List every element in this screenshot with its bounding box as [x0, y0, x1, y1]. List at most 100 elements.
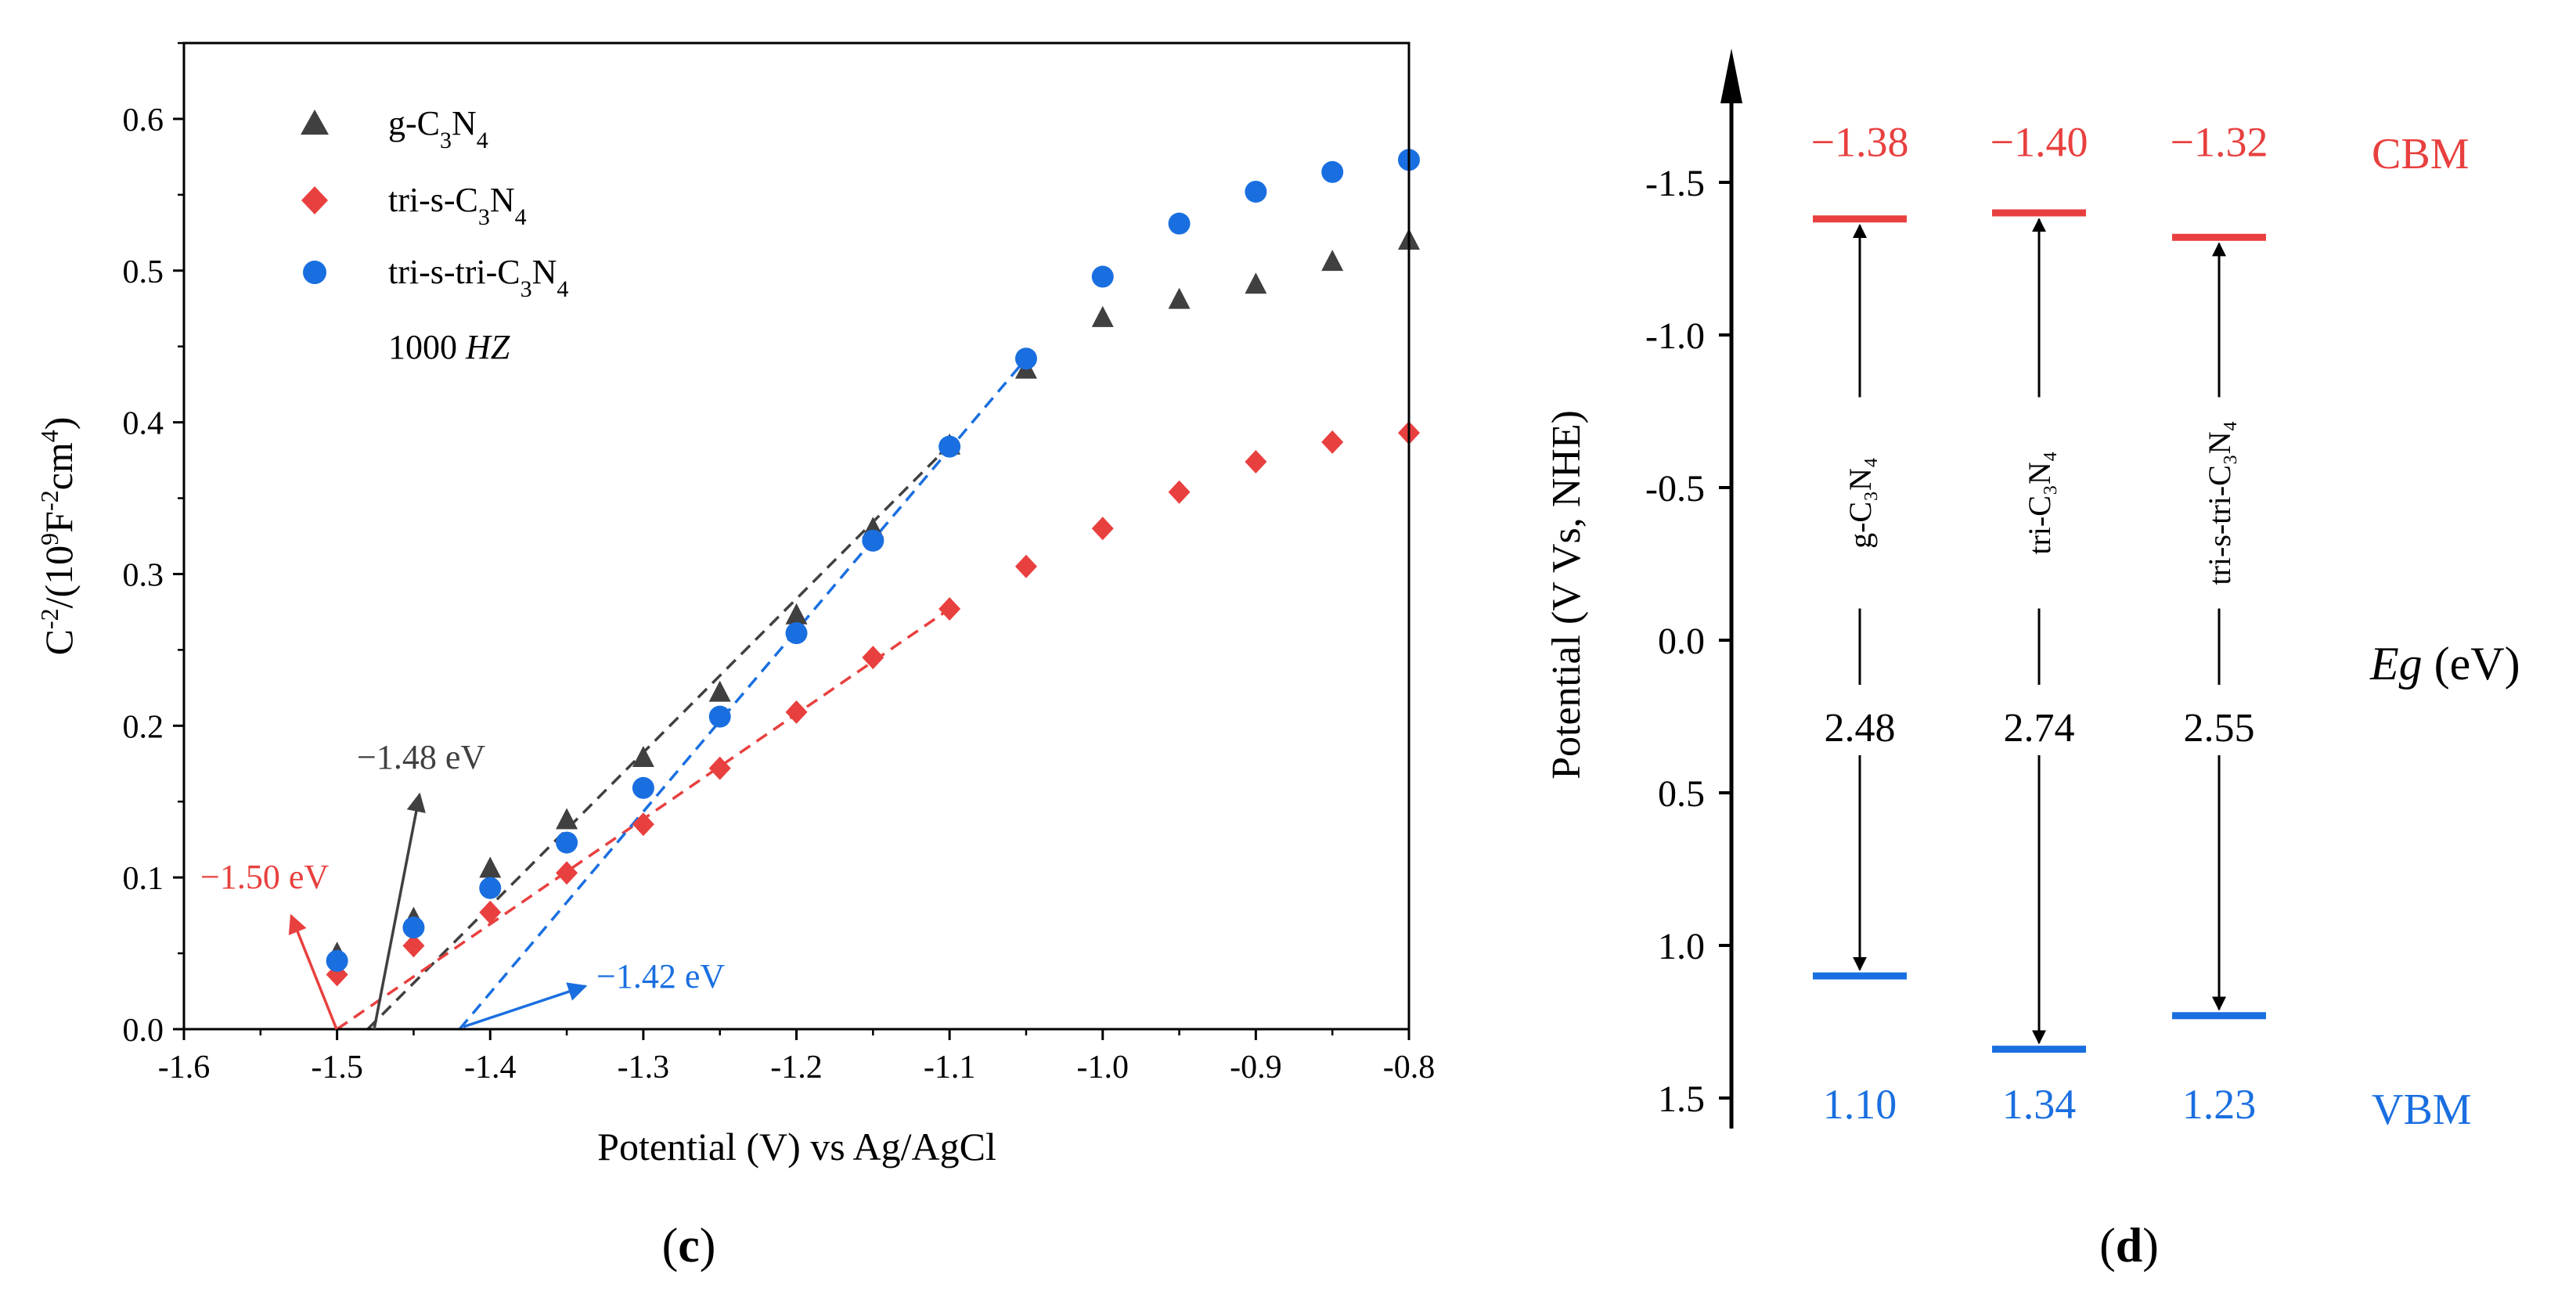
y-tick-label: 0.5: [1658, 773, 1705, 815]
point-diamond: [479, 900, 502, 924]
point-triangle: [1245, 272, 1267, 294]
point-triangle: [708, 680, 731, 702]
arrow-gray: [373, 792, 426, 1030]
y-tick-label: -0.5: [1645, 468, 1705, 509]
gap-value: 2.74: [2004, 706, 2075, 751]
point-triangle: [1168, 287, 1191, 309]
band-column: −1.32 1.23 tri-s-tri-C₃N₄ 2.55: [2171, 119, 2268, 1129]
band-levels: −1.38 1.10 g-C₃N₄ 2.48 −1.40 1.34 tri-C₃N₄ 2.74…: [1811, 119, 2268, 1129]
y-tick-label: 1.5: [1658, 1078, 1705, 1120]
vbm-value: 1.23: [2182, 1081, 2257, 1128]
cbm-label: CBM: [2372, 130, 2470, 178]
fit-line: [366, 444, 951, 1031]
y-tick-label: -1.0: [1645, 315, 1705, 357]
x-axis-label: Potential (V) vs Ag/AgCl: [597, 1125, 996, 1168]
cbm-value: −1.40: [1991, 119, 2088, 166]
point-triangle: [632, 746, 654, 768]
y-tick-label: 0.6: [123, 103, 164, 139]
point-circle: [1014, 347, 1037, 370]
arrow-blue: [463, 982, 588, 1028]
point-circle: [479, 877, 502, 899]
point-diamond: [939, 597, 961, 621]
point-circle: [402, 916, 425, 939]
y-axis-label: Potential (V Vs, NHE): [1544, 410, 1589, 780]
point-diamond: [785, 700, 808, 724]
point-circle: [708, 705, 731, 728]
point-circle: [1091, 265, 1114, 288]
point-diamond: [1168, 480, 1191, 504]
circle-marker-icon: [303, 261, 326, 284]
point-diamond: [1091, 517, 1114, 541]
eg-label: Eg (eV): [2369, 638, 2520, 690]
point-circle: [556, 831, 578, 854]
x-tick-label: -0.9: [1230, 1050, 1282, 1086]
x-ticks: -1.6 -1.5 -1.4 -1.3 -1.2 -1.1 -1.0 -0.9 -0.8: [158, 1029, 1436, 1086]
fit-lines: [336, 358, 1028, 1031]
point-diamond: [1014, 554, 1037, 578]
vbm-label: VBM: [2372, 1086, 2472, 1134]
triangle-marker-icon: [301, 110, 329, 135]
fit-line: [458, 358, 1028, 1031]
x-tick-label: -1.3: [618, 1050, 670, 1086]
point-circle: [862, 529, 884, 552]
x-tick-label: -1.5: [311, 1050, 363, 1086]
y-tick-label: 1.0: [1658, 926, 1705, 967]
legend-label: tri-s-C3N4: [388, 181, 527, 230]
point-circle: [632, 776, 654, 799]
material-label: tri-s-tri-C₃N₄: [2202, 420, 2237, 585]
point-circle: [785, 622, 808, 645]
x-tick-label: -1.0: [1077, 1050, 1129, 1086]
x-tick-label: -1.6: [158, 1050, 211, 1086]
point-circle: [1321, 160, 1344, 183]
point-circle: [939, 435, 961, 458]
point-diamond: [708, 756, 731, 780]
cbm-value: −1.32: [2171, 119, 2268, 166]
point-triangle: [785, 603, 808, 625]
material-label: tri-C₃N₄: [2022, 451, 2057, 554]
legend-item-tri-s-tri-c3n4: tri-s-tri-C3N4: [303, 253, 568, 302]
y-tick-label: 0.2: [123, 709, 164, 745]
diamond-marker-icon: [301, 186, 328, 214]
band-column: −1.40 1.34 tri-C₃N₄ 2.74: [1991, 119, 2088, 1129]
caption-c: (c): [662, 1219, 716, 1273]
y-tick-label: 0.1: [123, 861, 164, 897]
y-axis-label: C-2/(109F-2cm4): [35, 417, 81, 656]
y-tick-label: -1.5: [1645, 163, 1705, 204]
y-tick-label: 0.0: [123, 1013, 164, 1049]
legend-item-gc3n4: g-C3N4: [301, 104, 488, 153]
annotation-tri-s: −1.50 eV: [200, 858, 329, 896]
point-diamond: [632, 812, 654, 837]
point-diamond: [1321, 430, 1344, 454]
y-tick-label: 0.3: [123, 557, 164, 593]
y-tick-label: 0.4: [123, 406, 164, 442]
eg-symbol: Eg: [2369, 638, 2423, 690]
legend-label: tri-s-tri-C3N4: [388, 253, 568, 302]
intercept-annotations: −1.48 eV −1.50 eV −1.42 eV: [200, 738, 725, 1030]
cbm-value: −1.38: [1811, 119, 1909, 166]
x-tick-label: -0.8: [1383, 1050, 1436, 1086]
annotation-tri-s-tri: −1.42 eV: [596, 957, 725, 996]
point-triangle: [1091, 305, 1114, 327]
point-triangle: [479, 856, 502, 878]
point-diamond: [402, 934, 425, 958]
legend: g-C3N4 tri-s-C3N4 tri-s-tri-C3N4 1000 HZ: [301, 104, 568, 366]
annotation-gc3n4: −1.48 eV: [357, 738, 485, 776]
point-triangle: [1321, 250, 1344, 272]
plot-frame: [182, 41, 1410, 1031]
band-column: −1.38 1.10 g-C₃N₄ 2.48: [1811, 119, 1909, 1129]
panel-c-mott-schottky: -1.6 -1.5 -1.4 -1.3 -1.2 -1.1 -1.0 -0.9 -0.8 0.0…: [35, 41, 1436, 1273]
y-tick-label: 0.0: [1658, 621, 1705, 662]
point-diamond: [1245, 450, 1267, 474]
x-tick-label: -1.2: [770, 1050, 823, 1086]
point-diamond: [556, 861, 578, 885]
x-tick-label: -1.4: [464, 1050, 517, 1086]
vbm-value: 1.34: [2002, 1081, 2077, 1128]
y-ticks: 0.0 0.1 0.2 0.3 0.4 0.5 0.6: [123, 41, 184, 1049]
material-label: g-C₃N₄: [1843, 457, 1878, 549]
axes: [182, 41, 1410, 1031]
panel-d-band-diagram: -1.5 -1.0 -0.5 0.0 0.5 1.0 1.5 Potential (V Vs…: [1544, 49, 2520, 1273]
point-triangle: [556, 808, 578, 830]
vbm-value: 1.10: [1823, 1081, 1897, 1128]
up-arrow-icon: [1720, 49, 1742, 103]
